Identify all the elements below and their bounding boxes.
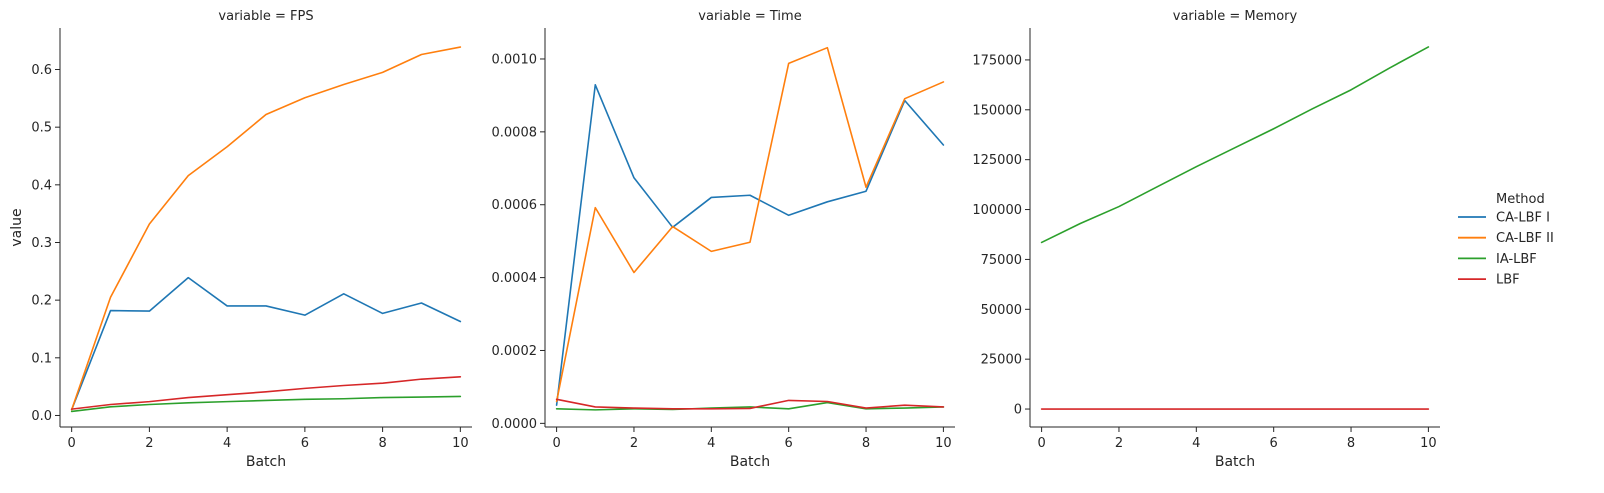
x-tick-label: 10: [1420, 436, 1437, 451]
panel-memory: 0 2 4 6 8 10 0 25000 50000 75000 100000 125000 15000…: [972, 9, 1440, 470]
series-line-lbf: [555, 398, 945, 410]
x-tick-label: 6: [1270, 436, 1278, 451]
panel-time: 0 2 4 6 8 10 0.0000 0.0002 0.0004 0.0006 0.0008 0.0…: [492, 9, 955, 470]
series-line-ia-lbf: [555, 401, 945, 411]
x-tick-label: 0: [68, 436, 76, 451]
y-tick-label: 0.0008: [492, 125, 538, 140]
series-line-lbf: [70, 376, 462, 410]
x-tick-label: 10: [452, 436, 469, 451]
y-tick-label: 125000: [972, 153, 1022, 168]
y-tick-label: 0: [1014, 403, 1022, 418]
y-tick-label: 0.0010: [492, 52, 538, 67]
x-tick-label: 0: [1037, 436, 1045, 451]
legend-title: Method: [1496, 192, 1545, 207]
series-line-ca-lbf-i: [70, 276, 462, 411]
y-tick-label: 0.6: [31, 63, 52, 78]
y-tick-label: 25000: [981, 353, 1022, 368]
x-tick-label: 8: [862, 436, 870, 451]
y-tick-label: 0.0004: [492, 271, 538, 286]
panel-title: variable = Time: [698, 9, 801, 24]
legend-label-ia-lbf: IA-LBF: [1496, 252, 1537, 267]
y-tick-label: 0.0002: [492, 344, 538, 359]
series-line-ia-lbf: [70, 395, 462, 413]
y-tick-label: 0.0000: [492, 417, 538, 432]
x-tick-label: 4: [1192, 436, 1200, 451]
panel-fps: 0 2 4 6 8 10 0.0 0.1 0.2 0.3 0.4 0.5 0.6 variable = F…: [31, 9, 472, 470]
y-tick-label: 0.0006: [492, 198, 538, 213]
series-line-ca-lbf-i: [555, 84, 945, 406]
x-tick-label: 2: [145, 436, 153, 451]
x-tick-label: 4: [223, 436, 231, 451]
x-tick-label: 8: [1347, 436, 1355, 451]
legend-label-ca-lbf-ii: CA-LBF II: [1496, 231, 1554, 246]
legend: Method CA-LBF I CA-LBF II IA-LBF LBF: [1458, 192, 1554, 288]
y-tick-label: 0.4: [31, 178, 52, 193]
panel-title: variable = Memory: [1173, 9, 1298, 24]
y-tick-label: 0.1: [31, 351, 52, 366]
panel-title: variable = FPS: [218, 9, 313, 24]
x-axis-label: Batch: [246, 454, 286, 470]
y-tick-label: 75000: [981, 253, 1022, 268]
y-tick-label: 0.5: [31, 121, 52, 136]
y-tick-label: 0.2: [31, 294, 52, 309]
x-tick-label: 0: [552, 436, 560, 451]
x-axis-label: Batch: [730, 454, 770, 470]
y-tick-label: 50000: [981, 303, 1022, 318]
legend-label-lbf: LBF: [1496, 273, 1520, 288]
x-tick-label: 2: [630, 436, 638, 451]
y-axis-label: value: [9, 208, 25, 246]
y-tick-label: 0.3: [31, 236, 52, 251]
x-tick-label: 10: [935, 436, 952, 451]
x-tick-label: 4: [707, 436, 715, 451]
y-tick-label: 150000: [972, 103, 1022, 118]
y-tick-label: 0.0: [31, 409, 52, 424]
series-line-ca-lbf-ii: [70, 46, 462, 411]
chart-panels: 0 2 4 6 8 10 0.0 0.1 0.2 0.3 0.4 0.5 0.6 variable = F…: [9, 9, 1440, 470]
series-line-ca-lbf-ii: [555, 46, 945, 403]
x-tick-label: 6: [301, 436, 309, 451]
y-tick-label: 175000: [972, 53, 1022, 68]
x-axis-label: Batch: [1215, 454, 1255, 470]
y-tick-label: 100000: [972, 203, 1022, 218]
legend-label-ca-lbf-i: CA-LBF I: [1496, 211, 1550, 226]
x-tick-label: 2: [1115, 436, 1123, 451]
x-tick-label: 6: [785, 436, 793, 451]
x-tick-label: 8: [378, 436, 386, 451]
series-line-ia-lbf: [1040, 46, 1430, 244]
